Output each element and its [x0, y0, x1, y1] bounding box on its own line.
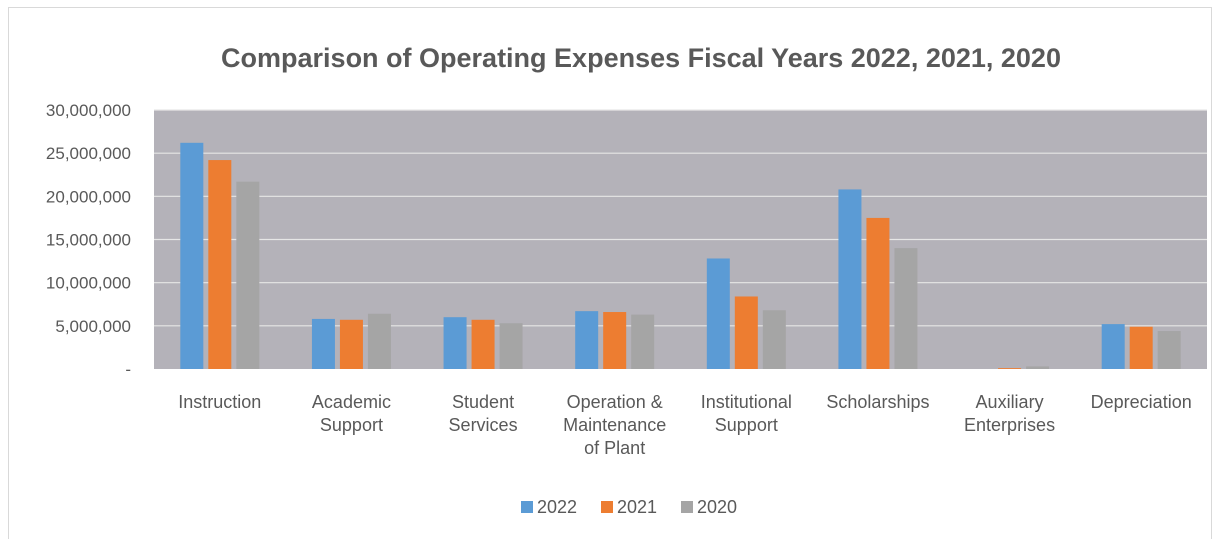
- legend-swatch-2021: [601, 501, 613, 513]
- bar-2022: [706, 258, 730, 369]
- bars: [180, 142, 1181, 369]
- legend-label: 2020: [697, 497, 737, 517]
- bar-2020: [499, 323, 523, 369]
- category-label: Institutional Support: [701, 392, 792, 435]
- bar-2022: [1101, 324, 1125, 369]
- bar-2022: [838, 189, 862, 369]
- y-tick-label: 25,000,000: [46, 144, 131, 163]
- bar-2022: [180, 142, 204, 369]
- bar-2021: [471, 319, 495, 369]
- bar-2021: [734, 296, 758, 369]
- legend-swatch-2020: [681, 501, 693, 513]
- y-tick-label: 10,000,000: [46, 274, 131, 293]
- y-axis: - 5,000,000 10,000,000 15,000,000 20,000,000…: [46, 101, 131, 379]
- y-tick-label: 20,000,000: [46, 187, 131, 206]
- plot-area: [154, 109, 1207, 369]
- y-tick-label: 5,000,000: [55, 317, 131, 336]
- bar-2020: [762, 310, 786, 369]
- category-label: Auxiliary Enterprises: [964, 392, 1055, 435]
- y-tick-label: 30,000,000: [46, 101, 131, 120]
- bar-2020: [894, 248, 918, 369]
- category-label: Scholarships: [826, 392, 929, 412]
- bar-2020: [367, 313, 391, 369]
- x-axis: Instruction Academic Support Student Service…: [178, 392, 1191, 458]
- chart-frame: Comparison of Operating Expenses Fiscal …: [8, 7, 1212, 539]
- category-label: Instruction: [178, 392, 261, 412]
- category-label: Depreciation: [1091, 392, 1192, 412]
- category-label: Student Services: [449, 392, 518, 435]
- legend-swatch-2022: [521, 501, 533, 513]
- bar-2021: [1129, 326, 1153, 369]
- bar-2020: [1157, 331, 1181, 369]
- bar-2020: [1026, 366, 1050, 369]
- legend: 2022 2021 2020: [521, 497, 737, 517]
- bar-2020: [236, 181, 260, 369]
- category-label: Academic Support: [312, 392, 391, 435]
- bar-2020: [631, 314, 655, 369]
- bar-2021: [603, 312, 627, 369]
- bar-2022: [575, 311, 599, 369]
- bar-2021: [866, 217, 890, 369]
- category-label: Operation & Maintenance of Plant: [563, 392, 666, 458]
- bar-2022: [311, 318, 335, 369]
- y-tick-label: 15,000,000: [46, 231, 131, 250]
- bar-2021: [208, 160, 232, 369]
- legend-label: 2022: [537, 497, 577, 517]
- legend-label: 2021: [617, 497, 657, 517]
- bar-2022: [443, 317, 467, 369]
- operating-expenses-chart: Comparison of Operating Expenses Fiscal …: [46, 43, 1207, 517]
- y-tick-label: -: [125, 360, 131, 379]
- bar-2021: [998, 368, 1022, 369]
- chart-title: Comparison of Operating Expenses Fiscal …: [221, 43, 1061, 73]
- bar-2021: [339, 319, 363, 369]
